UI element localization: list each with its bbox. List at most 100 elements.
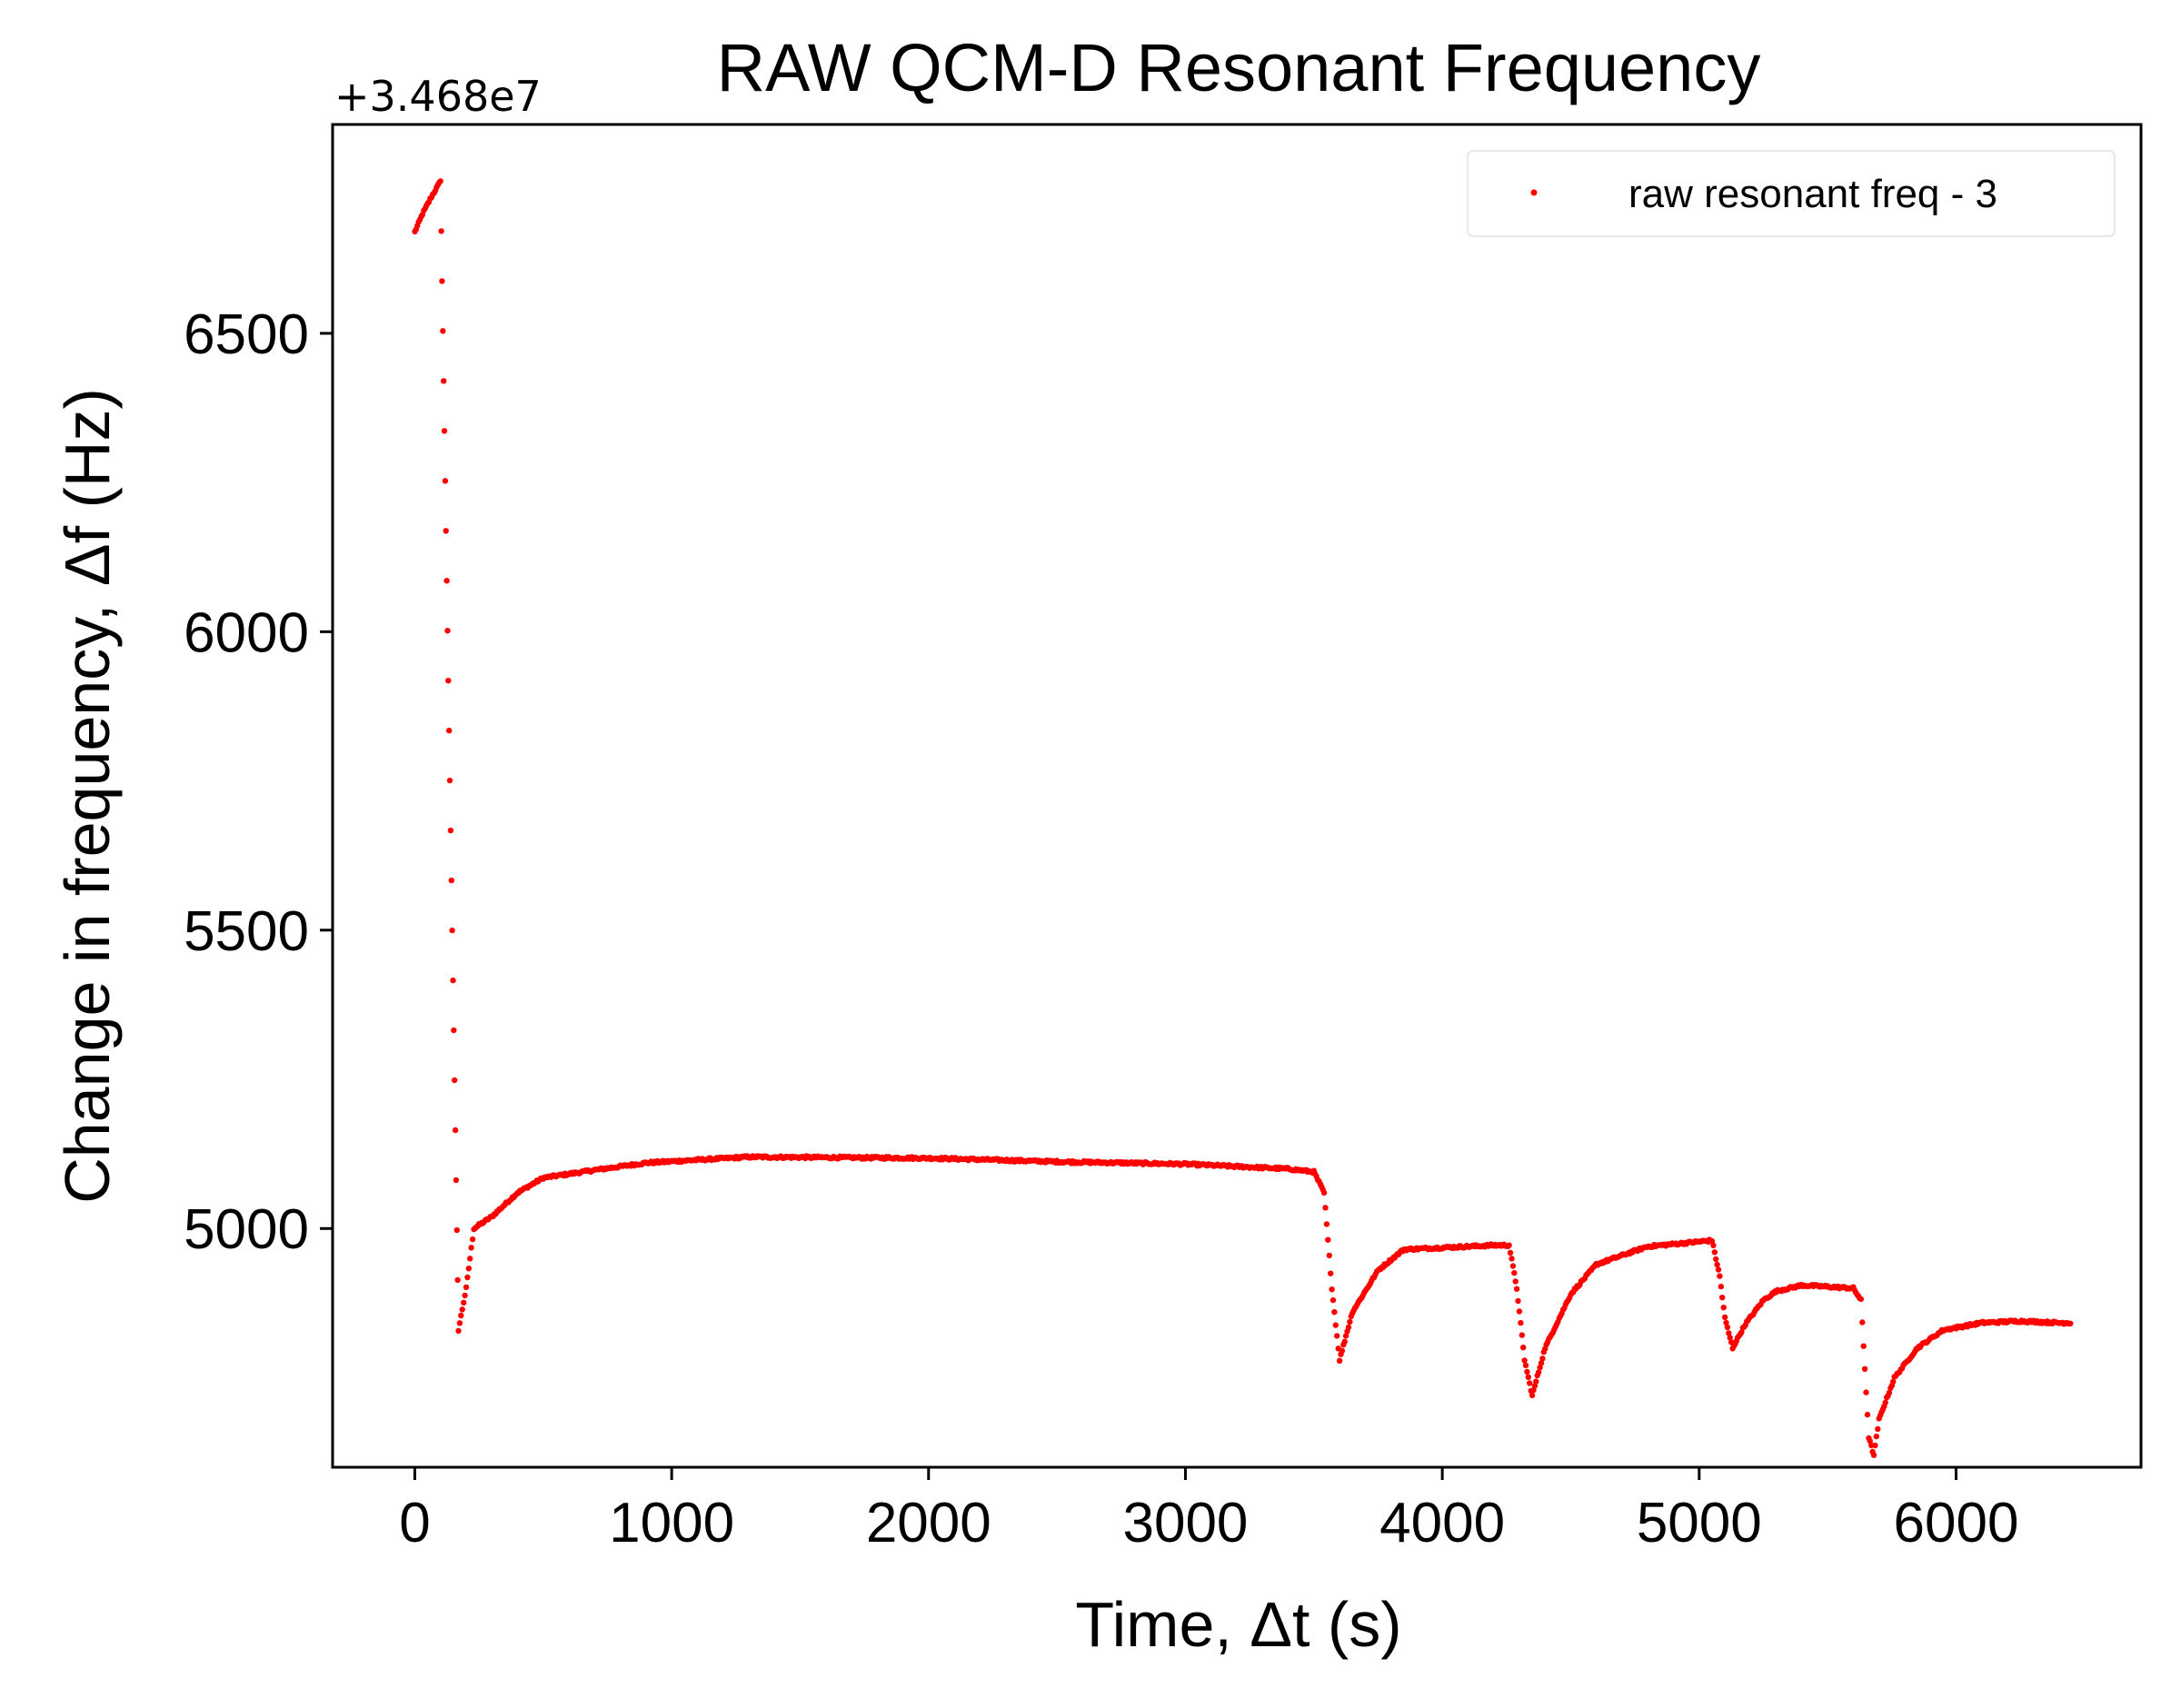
- data-point: [1724, 1324, 1731, 1331]
- x-tick-label: 5000: [1637, 1492, 1762, 1554]
- chart-title: RAW QCM-D Resonant Frequency: [717, 30, 1761, 105]
- data-point: [1509, 1263, 1517, 1269]
- data-point: [1520, 1345, 1527, 1351]
- data-point: [1714, 1261, 1720, 1268]
- data-point: [447, 827, 454, 834]
- data-point: [1326, 1252, 1333, 1259]
- data-point: [459, 1306, 465, 1313]
- data-point: [1873, 1433, 1879, 1440]
- data-point: [1521, 1357, 1528, 1364]
- x-tick-label: 0: [399, 1492, 430, 1554]
- data-point: [1710, 1242, 1717, 1249]
- data-point: [1345, 1324, 1352, 1331]
- legend-marker: [1530, 189, 1538, 196]
- data-point: [446, 777, 453, 784]
- data-point: [463, 1284, 470, 1291]
- data-point: [453, 1177, 460, 1184]
- data-point: [453, 1226, 460, 1234]
- data-point: [1537, 1365, 1543, 1371]
- data-point: [1329, 1296, 1337, 1304]
- data-point: [465, 1266, 472, 1272]
- data-point: [1727, 1335, 1733, 1341]
- data-point: [1860, 1343, 1867, 1349]
- data-point: [1342, 1333, 1349, 1339]
- data-point: [443, 528, 449, 534]
- data-point: [1864, 1411, 1871, 1418]
- data-point: [1511, 1269, 1518, 1276]
- data-point: [1525, 1374, 1532, 1381]
- data-point: [469, 1236, 476, 1243]
- data-point: [1329, 1286, 1335, 1293]
- x-axis-label: Time, Δt (s): [1075, 1589, 1401, 1660]
- y-axis-offset-label: +3.468e7: [334, 72, 542, 121]
- data-point: [1717, 1273, 1723, 1279]
- y-tick-label: 6500: [184, 303, 309, 366]
- data-point: [440, 328, 446, 334]
- y-axis-ticks: 5000 5500 6000 6500: [184, 303, 333, 1261]
- data-point: [1861, 1365, 1868, 1373]
- data-point: [1867, 1437, 1873, 1445]
- plot-frame: [331, 123, 2143, 1469]
- x-tick-label: 6000: [1894, 1492, 2019, 1554]
- data-point: [1718, 1283, 1725, 1290]
- y-tick-label: 5500: [184, 900, 309, 963]
- data-point: [445, 678, 452, 684]
- data-point: [1341, 1338, 1348, 1346]
- data-point: [1719, 1295, 1726, 1301]
- data-point: [441, 428, 448, 434]
- x-tick-label: 1000: [609, 1492, 734, 1554]
- data-point: [454, 1276, 461, 1284]
- data-point: [1859, 1319, 1866, 1326]
- data-point: [1320, 1189, 1328, 1197]
- data-point: [1870, 1452, 1877, 1458]
- data-point: [458, 1312, 464, 1319]
- data-point: [1515, 1297, 1521, 1305]
- data-point: [1518, 1319, 1524, 1326]
- data-point: [1738, 1329, 1745, 1336]
- data-point: [1538, 1360, 1545, 1366]
- data-point: [1875, 1425, 1881, 1433]
- data-point: [450, 977, 456, 984]
- data-point: [1336, 1357, 1343, 1365]
- data-point: [456, 1320, 463, 1326]
- data-point: [1331, 1309, 1338, 1316]
- data-point: [1527, 1380, 1533, 1386]
- data-point: [1325, 1236, 1331, 1243]
- data-point: [2067, 1320, 2074, 1327]
- data-point: [1533, 1378, 1539, 1385]
- data-point: [1723, 1319, 1729, 1326]
- data-point: [1882, 1399, 1888, 1406]
- data-point: [1720, 1305, 1727, 1311]
- legend-entry-label: raw resonant freq - 3: [1628, 172, 1997, 216]
- plot-marks: [412, 178, 2074, 1458]
- data-point: [1328, 1270, 1334, 1276]
- data-point: [1334, 1333, 1340, 1339]
- data-point: [1726, 1330, 1732, 1336]
- data-point: [1529, 1392, 1536, 1399]
- data-point: [464, 1274, 471, 1281]
- data-point: [446, 728, 453, 734]
- data-point: [1332, 1322, 1339, 1328]
- data-point: [1339, 1347, 1346, 1355]
- data-point: [451, 1027, 457, 1034]
- data-point: [1890, 1378, 1897, 1385]
- data-point: [1539, 1355, 1546, 1362]
- data-point: [467, 1256, 473, 1262]
- data-point: [1513, 1286, 1520, 1292]
- x-tick-label: 4000: [1379, 1492, 1505, 1554]
- data-point: [1857, 1296, 1865, 1303]
- data-point: [452, 1127, 459, 1134]
- data-point: [437, 178, 443, 184]
- data-point: [1506, 1242, 1512, 1248]
- data-point: [462, 1292, 468, 1299]
- data-point: [1322, 1205, 1329, 1211]
- legend-box: [1467, 150, 2116, 237]
- data-point: [1711, 1249, 1718, 1256]
- data-point: [1347, 1318, 1353, 1326]
- data-point: [439, 278, 445, 284]
- x-tick-label: 2000: [866, 1492, 991, 1554]
- data-point: [1509, 1256, 1515, 1262]
- data-point: [1519, 1332, 1526, 1338]
- data-point: [468, 1245, 474, 1251]
